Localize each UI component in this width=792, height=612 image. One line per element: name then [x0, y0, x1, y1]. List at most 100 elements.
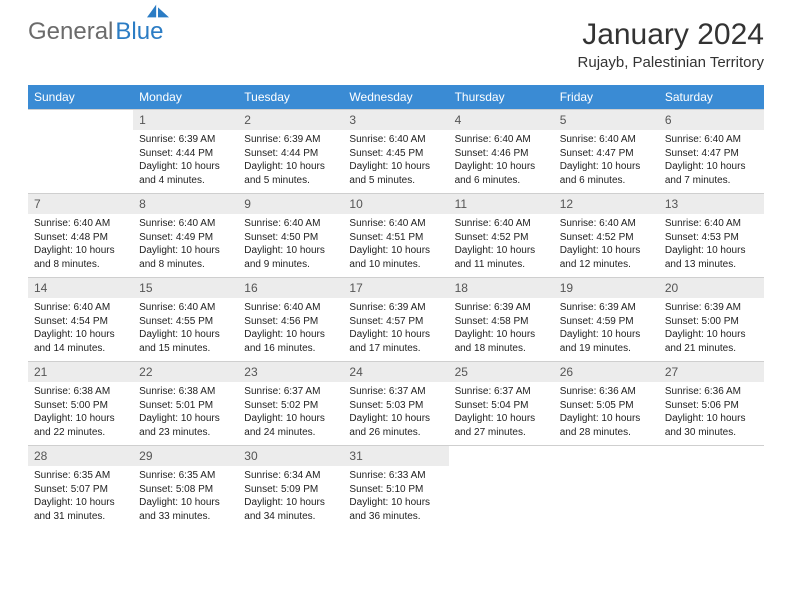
calendar-row: 28Sunrise: 6:35 AMSunset: 5:07 PMDayligh…: [28, 446, 764, 530]
calendar-day-cell: 9Sunrise: 6:40 AMSunset: 4:50 PMDaylight…: [238, 194, 343, 278]
day-number: 1: [133, 110, 238, 130]
calendar-day-cell: 24Sunrise: 6:37 AMSunset: 5:03 PMDayligh…: [343, 362, 448, 446]
day-info: Sunrise: 6:37 AMSunset: 5:03 PMDaylight:…: [343, 382, 448, 445]
sunset-text: Sunset: 4:47 PM: [665, 147, 758, 161]
calendar-day-cell: 18Sunrise: 6:39 AMSunset: 4:58 PMDayligh…: [449, 278, 554, 362]
calendar-day-cell: 15Sunrise: 6:40 AMSunset: 4:55 PMDayligh…: [133, 278, 238, 362]
daylight-text: Daylight: 10 hours and 8 minutes.: [139, 244, 232, 271]
daylight-text: Daylight: 10 hours and 24 minutes.: [244, 412, 337, 439]
sunset-text: Sunset: 5:03 PM: [349, 399, 442, 413]
day-number: 5: [554, 110, 659, 130]
sunset-text: Sunset: 5:01 PM: [139, 399, 232, 413]
day-info: Sunrise: 6:36 AMSunset: 5:06 PMDaylight:…: [659, 382, 764, 445]
calendar-day-cell: 20Sunrise: 6:39 AMSunset: 5:00 PMDayligh…: [659, 278, 764, 362]
title-block: January 2024 Rujayb, Palestinian Territo…: [578, 18, 764, 71]
weekday-header: Monday: [133, 85, 238, 110]
sunrise-text: Sunrise: 6:37 AM: [349, 385, 442, 399]
day-number: 10: [343, 194, 448, 214]
daylight-text: Daylight: 10 hours and 5 minutes.: [244, 160, 337, 187]
day-info: Sunrise: 6:34 AMSunset: 5:09 PMDaylight:…: [238, 466, 343, 529]
daylight-text: Daylight: 10 hours and 23 minutes.: [139, 412, 232, 439]
calendar-day-cell: 28Sunrise: 6:35 AMSunset: 5:07 PMDayligh…: [28, 446, 133, 530]
daylight-text: Daylight: 10 hours and 7 minutes.: [665, 160, 758, 187]
calendar-day-cell: 2Sunrise: 6:39 AMSunset: 4:44 PMDaylight…: [238, 110, 343, 194]
calendar-day-cell: 30Sunrise: 6:34 AMSunset: 5:09 PMDayligh…: [238, 446, 343, 530]
sunrise-text: Sunrise: 6:40 AM: [349, 133, 442, 147]
calendar-day-cell: 23Sunrise: 6:37 AMSunset: 5:02 PMDayligh…: [238, 362, 343, 446]
day-info: Sunrise: 6:40 AMSunset: 4:50 PMDaylight:…: [238, 214, 343, 277]
day-info: Sunrise: 6:36 AMSunset: 5:05 PMDaylight:…: [554, 382, 659, 445]
location: Rujayb, Palestinian Territory: [578, 54, 764, 71]
calendar-row: 21Sunrise: 6:38 AMSunset: 5:00 PMDayligh…: [28, 362, 764, 446]
day-info: Sunrise: 6:40 AMSunset: 4:52 PMDaylight:…: [554, 214, 659, 277]
day-info: Sunrise: 6:35 AMSunset: 5:07 PMDaylight:…: [28, 466, 133, 529]
weekday-header: Saturday: [659, 85, 764, 110]
day-info: Sunrise: 6:37 AMSunset: 5:02 PMDaylight:…: [238, 382, 343, 445]
daylight-text: Daylight: 10 hours and 9 minutes.: [244, 244, 337, 271]
day-info: Sunrise: 6:38 AMSunset: 5:00 PMDaylight:…: [28, 382, 133, 445]
day-number: 31: [343, 446, 448, 466]
sunrise-text: Sunrise: 6:40 AM: [139, 217, 232, 231]
sunset-text: Sunset: 4:52 PM: [560, 231, 653, 245]
sunrise-text: Sunrise: 6:36 AM: [665, 385, 758, 399]
calendar-day-cell: 5Sunrise: 6:40 AMSunset: 4:47 PMDaylight…: [554, 110, 659, 194]
sunset-text: Sunset: 4:52 PM: [455, 231, 548, 245]
sunrise-text: Sunrise: 6:40 AM: [560, 133, 653, 147]
day-number: 20: [659, 278, 764, 298]
sunrise-text: Sunrise: 6:40 AM: [455, 133, 548, 147]
logo: General Blue: [28, 18, 163, 46]
day-number: 19: [554, 278, 659, 298]
sunset-text: Sunset: 4:44 PM: [139, 147, 232, 161]
day-info: Sunrise: 6:39 AMSunset: 4:59 PMDaylight:…: [554, 298, 659, 361]
sunset-text: Sunset: 4:50 PM: [244, 231, 337, 245]
day-info: Sunrise: 6:40 AMSunset: 4:53 PMDaylight:…: [659, 214, 764, 277]
day-info: Sunrise: 6:38 AMSunset: 5:01 PMDaylight:…: [133, 382, 238, 445]
day-info: Sunrise: 6:40 AMSunset: 4:55 PMDaylight:…: [133, 298, 238, 361]
sunset-text: Sunset: 4:55 PM: [139, 315, 232, 329]
day-number: 15: [133, 278, 238, 298]
calendar-blank-cell: [28, 110, 133, 194]
calendar-row: 7Sunrise: 6:40 AMSunset: 4:48 PMDaylight…: [28, 194, 764, 278]
calendar-day-cell: 16Sunrise: 6:40 AMSunset: 4:56 PMDayligh…: [238, 278, 343, 362]
calendar-day-cell: 27Sunrise: 6:36 AMSunset: 5:06 PMDayligh…: [659, 362, 764, 446]
sunrise-text: Sunrise: 6:40 AM: [349, 217, 442, 231]
day-number: 22: [133, 362, 238, 382]
calendar-day-cell: 21Sunrise: 6:38 AMSunset: 5:00 PMDayligh…: [28, 362, 133, 446]
daylight-text: Daylight: 10 hours and 36 minutes.: [349, 496, 442, 523]
weekday-header: Tuesday: [238, 85, 343, 110]
sunrise-text: Sunrise: 6:40 AM: [665, 133, 758, 147]
day-info: Sunrise: 6:40 AMSunset: 4:51 PMDaylight:…: [343, 214, 448, 277]
daylight-text: Daylight: 10 hours and 22 minutes.: [34, 412, 127, 439]
sunset-text: Sunset: 5:02 PM: [244, 399, 337, 413]
weekday-header: Friday: [554, 85, 659, 110]
calendar-blank-cell: [449, 446, 554, 530]
sunset-text: Sunset: 5:06 PM: [665, 399, 758, 413]
logo-blue-word: Blue: [115, 18, 163, 45]
day-info: Sunrise: 6:35 AMSunset: 5:08 PMDaylight:…: [133, 466, 238, 529]
sunrise-text: Sunrise: 6:33 AM: [349, 469, 442, 483]
calendar-day-cell: 31Sunrise: 6:33 AMSunset: 5:10 PMDayligh…: [343, 446, 448, 530]
calendar-body: 1Sunrise: 6:39 AMSunset: 4:44 PMDaylight…: [28, 110, 764, 530]
day-info: Sunrise: 6:40 AMSunset: 4:47 PMDaylight:…: [554, 130, 659, 193]
sunset-text: Sunset: 4:49 PM: [139, 231, 232, 245]
day-number: 12: [554, 194, 659, 214]
day-info: Sunrise: 6:40 AMSunset: 4:52 PMDaylight:…: [449, 214, 554, 277]
weekday-header: Sunday: [28, 85, 133, 110]
sunrise-text: Sunrise: 6:39 AM: [349, 301, 442, 315]
calendar-day-cell: 8Sunrise: 6:40 AMSunset: 4:49 PMDaylight…: [133, 194, 238, 278]
sunrise-text: Sunrise: 6:38 AM: [34, 385, 127, 399]
daylight-text: Daylight: 10 hours and 34 minutes.: [244, 496, 337, 523]
sunrise-text: Sunrise: 6:39 AM: [139, 133, 232, 147]
day-number: 28: [28, 446, 133, 466]
day-number: 6: [659, 110, 764, 130]
sunset-text: Sunset: 4:48 PM: [34, 231, 127, 245]
day-number: 2: [238, 110, 343, 130]
day-number: 17: [343, 278, 448, 298]
sunrise-text: Sunrise: 6:39 AM: [665, 301, 758, 315]
sunset-text: Sunset: 5:00 PM: [34, 399, 127, 413]
calendar-day-cell: 29Sunrise: 6:35 AMSunset: 5:08 PMDayligh…: [133, 446, 238, 530]
day-number: 9: [238, 194, 343, 214]
sunset-text: Sunset: 4:57 PM: [349, 315, 442, 329]
calendar-day-cell: 17Sunrise: 6:39 AMSunset: 4:57 PMDayligh…: [343, 278, 448, 362]
day-number: 26: [554, 362, 659, 382]
